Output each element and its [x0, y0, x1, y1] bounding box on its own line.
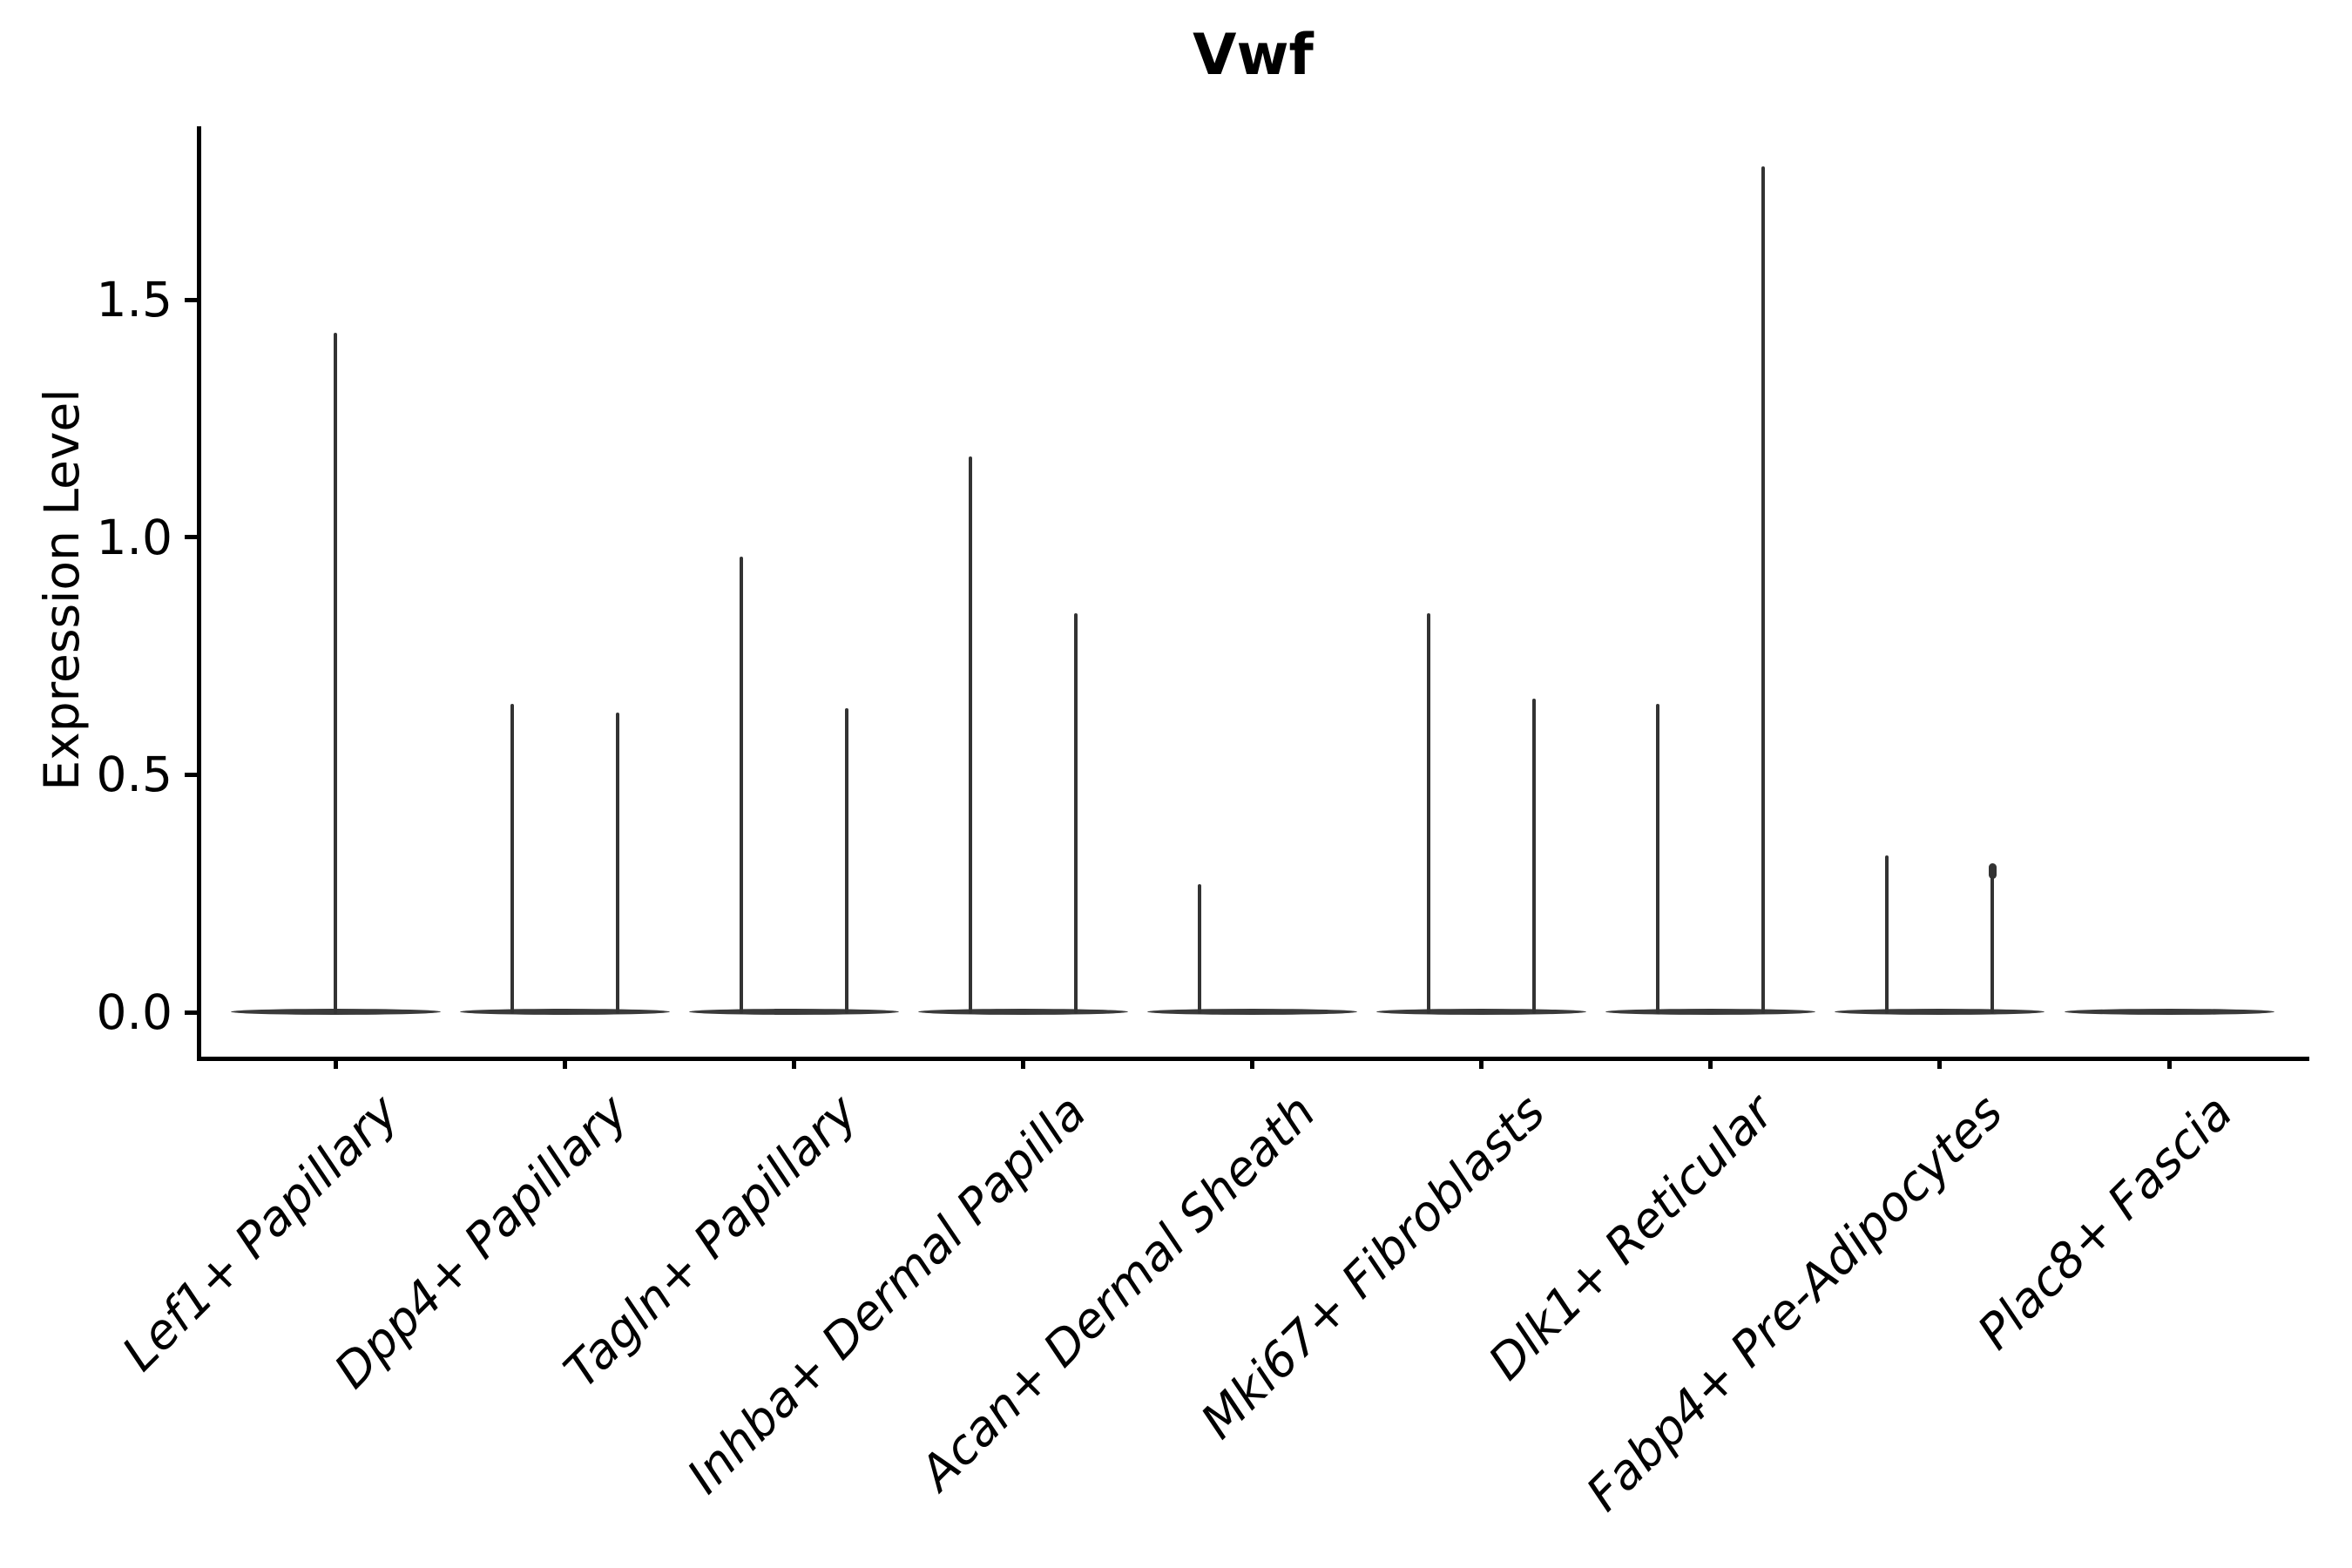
- violin-base: [1376, 1008, 1587, 1015]
- x-category-label-text: Fabp4+ Pre-Adipocytes: [1576, 1084, 2014, 1522]
- violin-spike: [1197, 883, 1201, 1014]
- y-tick-mark: [185, 772, 197, 777]
- violin-base: [917, 1008, 1128, 1015]
- y-tick-mark: [185, 535, 197, 540]
- x-tick-mark: [1250, 1057, 1254, 1069]
- violin-base: [2064, 1008, 2274, 1015]
- chart-title: Vwf: [1193, 23, 1314, 88]
- violin-spike-tip-dot: [1988, 862, 1997, 879]
- x-tick-mark: [333, 1057, 338, 1069]
- x-tick-mark: [562, 1057, 567, 1069]
- x-tick-mark: [1937, 1057, 1943, 1069]
- violin-spike: [968, 456, 972, 1014]
- x-tick-mark: [1020, 1057, 1025, 1069]
- y-tick-label: 1.0: [96, 509, 172, 565]
- x-category-label-text: Inhba+ Dermal Papilla: [676, 1084, 1097, 1504]
- violin-spike: [1532, 699, 1537, 1014]
- violin-base: [1835, 1008, 2045, 1015]
- violin-base: [1147, 1008, 1357, 1015]
- violin-spike: [1885, 855, 1889, 1014]
- x-tick-mark: [2166, 1057, 2172, 1069]
- y-tick-mark: [185, 1010, 197, 1015]
- violin-spike: [1990, 864, 1995, 1014]
- x-tick-mark: [1708, 1057, 1713, 1069]
- x-category-label-text: Acan+ Dermal Sheath: [909, 1084, 1327, 1501]
- violin-base: [1605, 1008, 1816, 1015]
- violin-spike: [334, 333, 337, 1014]
- violin-spike: [1761, 166, 1766, 1014]
- violin-spike: [615, 713, 619, 1014]
- y-tick-label: 1.5: [96, 272, 172, 328]
- violin-base: [459, 1008, 670, 1015]
- violin-spike: [739, 556, 743, 1014]
- y-axis-label-text: Expression Level: [34, 389, 90, 791]
- violin-spike: [1073, 612, 1078, 1014]
- y-tick-label: 0.5: [96, 747, 172, 803]
- violin-spike: [1427, 612, 1431, 1014]
- violin-spike: [510, 703, 514, 1014]
- y-tick-label: 0.0: [96, 984, 172, 1040]
- x-tick-mark: [791, 1057, 796, 1069]
- x-tick-mark: [1479, 1057, 1484, 1069]
- violin-spike: [1656, 703, 1660, 1014]
- y-tick-mark: [185, 297, 197, 302]
- violin-base: [688, 1008, 899, 1015]
- violin-spike: [844, 708, 848, 1014]
